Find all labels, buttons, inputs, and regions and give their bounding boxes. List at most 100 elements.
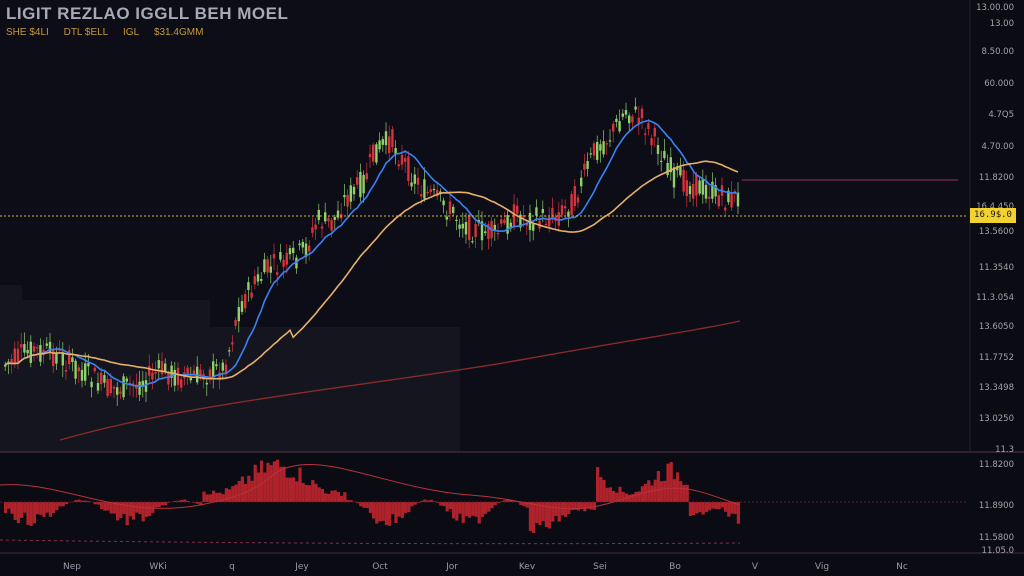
candle[interactable]	[68, 350, 71, 365]
candle[interactable]	[381, 139, 384, 145]
candle[interactable]	[180, 379, 183, 388]
candle[interactable]	[407, 156, 410, 182]
candle[interactable]	[29, 341, 32, 363]
candle[interactable]	[727, 190, 730, 203]
candle[interactable]	[736, 192, 740, 207]
candle[interactable]	[356, 177, 359, 185]
candle[interactable]	[535, 207, 538, 216]
candle[interactable]	[730, 192, 733, 208]
candle[interactable]	[16, 348, 20, 363]
candle[interactable]	[573, 186, 576, 207]
candle[interactable]	[605, 143, 608, 145]
candle[interactable]	[208, 369, 212, 380]
candle[interactable]	[10, 359, 13, 364]
candle[interactable]	[317, 209, 320, 221]
candle[interactable]	[109, 379, 112, 393]
candle[interactable]	[173, 369, 176, 386]
candle[interactable]	[330, 220, 333, 231]
candle[interactable]	[496, 233, 500, 235]
candle[interactable]	[500, 219, 503, 224]
candle[interactable]	[301, 241, 304, 248]
candle[interactable]	[23, 344, 26, 353]
candle[interactable]	[365, 173, 368, 180]
candle[interactable]	[602, 141, 605, 155]
candle[interactable]	[388, 136, 391, 154]
candle[interactable]	[413, 174, 416, 184]
candle[interactable]	[221, 362, 224, 371]
candle[interactable]	[420, 194, 423, 197]
candle[interactable]	[349, 185, 352, 202]
candle[interactable]	[452, 206, 455, 213]
candle[interactable]	[36, 347, 39, 349]
candle[interactable]	[333, 217, 336, 220]
candle[interactable]	[93, 367, 96, 372]
candle[interactable]	[608, 140, 612, 142]
candle[interactable]	[263, 259, 266, 273]
candle[interactable]	[154, 372, 157, 374]
candle[interactable]	[656, 145, 660, 154]
candle[interactable]	[237, 307, 240, 322]
candle[interactable]	[560, 205, 564, 215]
candle[interactable]	[400, 154, 404, 165]
candle[interactable]	[698, 180, 701, 194]
candle[interactable]	[503, 219, 506, 224]
candle[interactable]	[327, 218, 330, 222]
candle[interactable]	[621, 113, 624, 117]
candle[interactable]	[87, 363, 90, 367]
candle[interactable]	[394, 148, 397, 155]
candle[interactable]	[234, 320, 237, 326]
candle[interactable]	[397, 164, 400, 167]
candle[interactable]	[160, 361, 164, 375]
candle[interactable]	[599, 144, 602, 151]
candle[interactable]	[106, 379, 109, 397]
candle[interactable]	[244, 294, 247, 309]
candle[interactable]	[308, 245, 311, 252]
candle[interactable]	[717, 195, 720, 207]
candle[interactable]	[231, 342, 234, 345]
candle[interactable]	[474, 223, 477, 237]
candle[interactable]	[487, 224, 490, 240]
candle[interactable]	[612, 123, 615, 132]
candle[interactable]	[125, 378, 128, 382]
candle[interactable]	[266, 259, 269, 273]
candle[interactable]	[676, 166, 679, 171]
candle[interactable]	[458, 224, 461, 229]
candle[interactable]	[436, 190, 439, 197]
candle[interactable]	[26, 350, 29, 354]
candle[interactable]	[704, 184, 708, 199]
candle[interactable]	[141, 380, 144, 387]
candle[interactable]	[20, 344, 23, 348]
candle[interactable]	[711, 181, 714, 199]
candle[interactable]	[640, 108, 644, 119]
candle[interactable]	[586, 161, 589, 169]
candle[interactable]	[279, 252, 282, 260]
candle[interactable]	[410, 182, 413, 187]
candle[interactable]	[199, 369, 202, 377]
candle[interactable]	[468, 214, 471, 240]
candle[interactable]	[343, 195, 346, 198]
candle[interactable]	[167, 372, 170, 385]
candle[interactable]	[384, 131, 388, 146]
candle[interactable]	[276, 272, 279, 275]
candle[interactable]	[669, 157, 672, 173]
candle[interactable]	[442, 200, 445, 206]
candle[interactable]	[532, 224, 535, 231]
candle[interactable]	[64, 369, 68, 372]
candle[interactable]	[256, 274, 260, 282]
candle[interactable]	[240, 301, 244, 312]
candle[interactable]	[346, 194, 349, 207]
candle[interactable]	[429, 189, 432, 193]
candle[interactable]	[631, 116, 634, 123]
candle[interactable]	[391, 129, 394, 148]
candle[interactable]	[55, 353, 58, 364]
candle[interactable]	[688, 186, 692, 195]
candle[interactable]	[653, 127, 656, 137]
candle[interactable]	[423, 179, 426, 199]
candle[interactable]	[445, 216, 448, 220]
candle[interactable]	[695, 174, 698, 196]
candle[interactable]	[90, 381, 93, 388]
candle[interactable]	[32, 346, 36, 352]
candle[interactable]	[432, 188, 436, 191]
candle[interactable]	[320, 226, 324, 229]
candle[interactable]	[218, 372, 221, 381]
